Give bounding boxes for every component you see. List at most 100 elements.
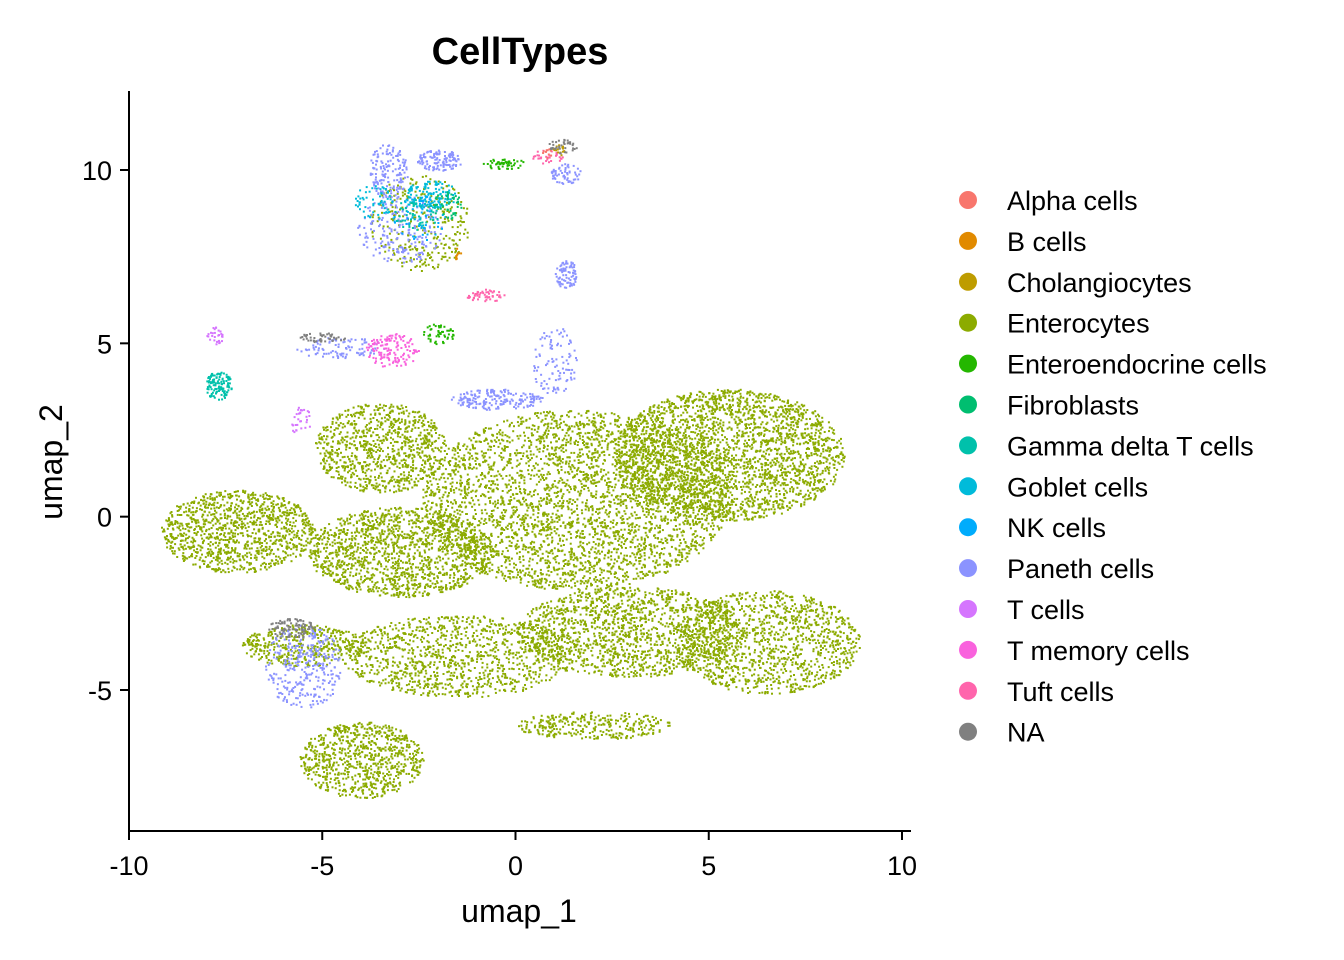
data-point [555,422,558,425]
data-point [624,572,627,575]
data-point [764,440,767,443]
data-point [542,498,545,501]
data-point [658,414,661,416]
data-point [761,439,764,442]
data-point [440,517,442,520]
data-point [472,466,475,469]
data-point [446,453,448,455]
data-point [513,566,516,569]
data-point [635,553,638,556]
data-point [801,405,804,408]
data-point [732,513,735,516]
data-point [821,416,824,419]
data-point [694,536,697,539]
data-point [782,427,785,430]
data-point [753,421,755,424]
data-point [646,536,649,539]
data-point [534,551,537,554]
data-point [789,452,791,455]
data-point [686,489,689,492]
data-point [768,453,771,456]
data-point [688,455,691,457]
data-point [696,506,699,509]
data-point [714,438,716,441]
data-point [766,477,769,480]
data-point [678,489,681,492]
data-point [448,462,451,465]
data-point [450,542,453,545]
data-point [624,441,626,444]
data-point [536,430,539,433]
data-point [497,554,500,557]
data-point [543,587,546,590]
data-point [490,513,493,515]
data-point [631,487,634,490]
data-point [811,471,814,474]
data-point [537,507,540,510]
data-point [738,481,741,484]
data-point [804,463,807,466]
data-point [711,472,714,475]
data-point [786,410,789,413]
data-point [461,510,464,513]
data-point [625,479,628,482]
data-point [552,433,555,436]
data-point [567,508,570,511]
data-point [688,426,691,428]
data-point [777,396,780,399]
data-point [427,474,430,477]
data-point [768,396,771,399]
data-point [762,405,765,408]
data-point [782,459,785,462]
data-point [529,490,532,493]
data-point [744,498,747,501]
data-point [658,410,660,413]
data-point [679,452,682,455]
data-point [792,444,795,447]
data-point [797,474,800,477]
data-point [522,558,525,561]
data-point [784,478,787,481]
data-point [751,398,754,401]
data-point [649,417,652,420]
data-point [678,554,681,557]
data-point [709,418,712,421]
data-point [579,492,582,495]
data-point [544,414,547,417]
data-point [622,533,624,536]
data-point [479,474,482,477]
data-point [723,459,726,462]
data-point [652,573,655,576]
data-point [632,464,634,467]
data-point [471,467,474,470]
data-point [764,508,767,511]
data-point [791,408,794,411]
data-point [736,497,739,500]
data-point [695,520,698,523]
data-point [724,455,727,458]
data-point [812,474,815,477]
data-point [606,444,609,447]
data-point [624,558,627,561]
data-point [540,533,543,536]
data-point [554,555,557,558]
data-point [713,533,716,536]
data-point [701,490,704,493]
data-point [519,569,521,572]
data-point [738,405,741,408]
data-point [501,468,504,471]
data-point [760,462,763,465]
data-point [658,440,661,442]
data-point [697,433,700,435]
data-point [708,427,711,429]
data-point [579,431,582,434]
data-point [744,439,747,442]
data-point [607,433,610,436]
data-point [638,480,641,482]
data-point [729,405,732,408]
data-point [490,445,493,448]
data-point [504,561,507,564]
data-point [631,538,634,541]
data-point [685,439,688,442]
data-point [633,453,636,455]
